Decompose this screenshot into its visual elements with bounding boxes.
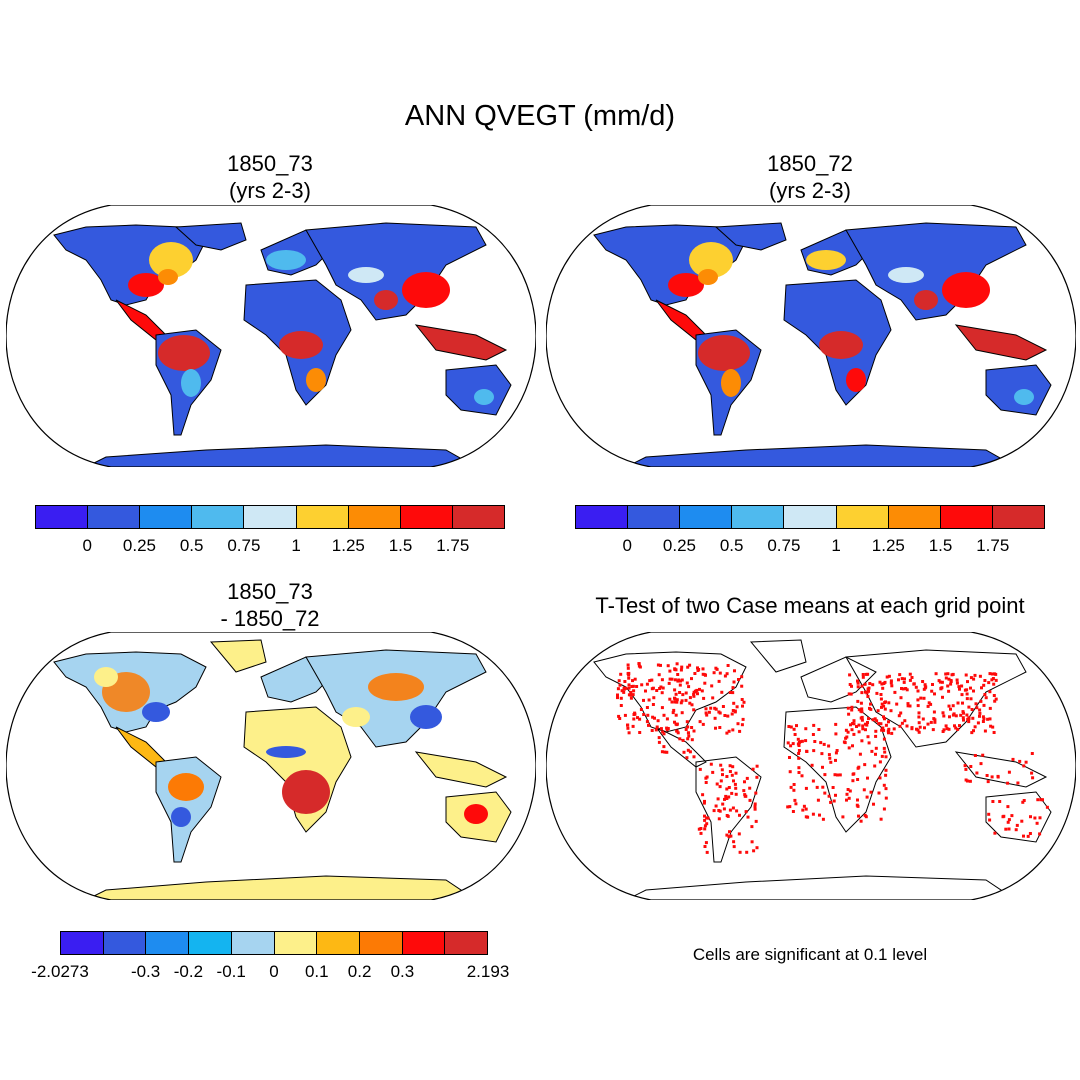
colorbar-swatch [576,506,629,528]
colorbar-swatch [836,506,889,528]
map-panel-case1 [6,205,536,467]
colorbar-tick-label: -2.0273 [31,962,89,981]
colorbar-swatch [61,932,104,954]
colorbar-tick-label: 1 [831,536,841,555]
colorbar-tick-label: -0.2 [173,962,204,981]
colorbar-swatch [192,506,245,528]
colorbar-case2 [575,505,1045,529]
colorbar-swatch [940,506,993,528]
colorbar-swatch [452,506,504,528]
figure-title: ANN QVEGT (mm/d) [404,100,676,132]
colorbar-tick-label: 0.2 [347,962,372,981]
colorbar-tick-label: 0.75 [227,536,261,555]
colorbar-case1 [35,505,505,529]
colorbar-tick-label: 1.5 [388,536,413,555]
colorbar-swatch [992,506,1044,528]
colorbar-swatch [146,932,190,954]
colorbar-tick-label: 0 [269,962,279,981]
significance-note: Cells are significant at 0.1 level [692,945,928,964]
colorbar-tick-label: 0.5 [179,536,204,555]
colorbar-tick-label: 1.75 [436,536,470,555]
colorbar-swatch [445,932,488,954]
colorbar-tick-label: -0.3 [130,962,161,981]
panel-title-case2-line2: (yrs 2-3) [769,178,851,203]
panel-title-difference-line1: 1850_73 [227,579,313,604]
colorbar-swatch [189,932,232,954]
colorbar-tick-label: 0.25 [122,536,156,555]
colorbar-swatch [140,506,193,528]
colorbar-swatch [359,932,403,954]
colorbar-swatch [784,506,837,528]
panel-title-case1: 1850_73 (yrs 2-3) [120,150,420,204]
colorbar-swatch [36,506,89,528]
panel-title-case1-line1: 1850_73 [227,151,313,176]
colorbar-tick-label: 0.25 [662,536,696,555]
colorbar-tick-label: 0.75 [767,536,801,555]
colorbar-swatch [402,932,446,954]
colorbar-tick-label: 1.25 [871,536,905,555]
colorbar-tick-label: 0.3 [390,962,415,981]
colorbar-tick-label: 2.193 [466,962,510,981]
colorbar-swatch [103,932,147,954]
panel-title-case2: 1850_72 (yrs 2-3) [660,150,960,204]
colorbar-swatch [231,932,275,954]
map-panel-case2 [546,205,1076,467]
colorbar-tick-label: 0.1 [304,962,329,981]
panel-title-difference: 1850_73 - 1850_72 [120,578,420,632]
panel-title-difference-line2: - 1850_72 [220,606,320,631]
colorbar-tick-label: 0 [622,536,632,555]
colorbar-swatch [317,932,360,954]
colorbar-swatch [348,506,401,528]
colorbar-tick-label: 1 [291,536,301,555]
panel-title-ttest: T-Test of two Case means at each grid po… [595,593,1025,618]
panel-title-case1-line2: (yrs 2-3) [229,178,311,203]
colorbar-swatch [274,932,318,954]
colorbar-tick-label: -0.1 [216,962,246,981]
colorbar-tick-label: 0 [82,536,92,555]
colorbar-difference [60,931,488,955]
colorbar-tick-label: 1.5 [928,536,953,555]
map-panel-ttest [546,632,1076,900]
colorbar-tick-label: 1.75 [976,536,1010,555]
colorbar-tick-label: 1.25 [331,536,365,555]
colorbar-swatch [628,506,681,528]
colorbar-swatch [888,506,941,528]
colorbar-swatch [732,506,785,528]
map-panel-difference [6,632,536,900]
colorbar-swatch [680,506,733,528]
colorbar-swatch [296,506,349,528]
panel-title-case2-line1: 1850_72 [767,151,853,176]
significance-stipple [616,662,1049,854]
colorbar-swatch [400,506,453,528]
colorbar-swatch [88,506,141,528]
colorbar-tick-label: 0.5 [719,536,744,555]
colorbar-swatch [244,506,297,528]
